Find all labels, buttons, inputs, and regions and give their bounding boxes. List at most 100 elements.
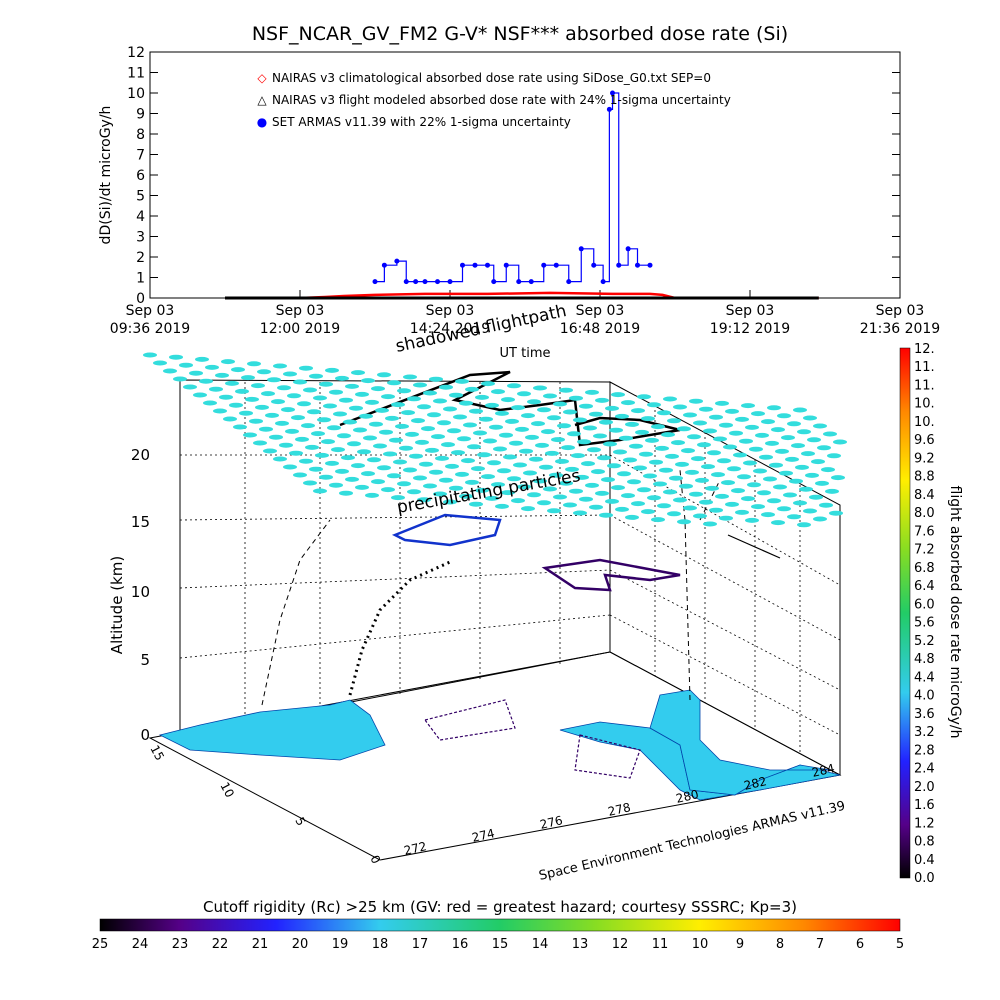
particle-marker: [585, 389, 599, 395]
armas-point: [460, 262, 465, 268]
particle-marker: [327, 425, 341, 431]
particle-marker: [459, 493, 473, 499]
right-colorbar-ticks: 0.0 0.4 0.8 1.2 1.6 2.0 2.4 2.8 3.2 3.6 4.0 4.4 4.8 5…: [914, 342, 935, 886]
particle-marker: [255, 404, 269, 410]
y-tick-label: 2: [136, 250, 145, 266]
particle-marker: [539, 464, 553, 470]
y-axis-label: dD(Si)/dt microGy/h: [98, 106, 114, 245]
particle-marker: [601, 477, 615, 483]
particle-marker: [817, 445, 831, 451]
particle-marker: [423, 390, 437, 396]
particle-marker: [727, 466, 741, 472]
particle-marker: [229, 402, 243, 408]
particle-marker: [471, 466, 485, 472]
y-tick-label: 10: [127, 86, 145, 102]
particle-marker: [267, 377, 281, 383]
particle-marker: [481, 474, 495, 480]
particle-marker: [589, 411, 603, 417]
right-colorbar-tick-label: 3.2: [914, 725, 935, 740]
particle-marker: [777, 413, 791, 419]
particle-marker: [359, 413, 373, 419]
particle-marker: [351, 463, 365, 469]
legend-entry: SET ARMAS v11.39 with 22% 1-sigma uncert…: [272, 115, 571, 129]
particle-marker: [585, 482, 599, 488]
right-colorbar-tick-label: 8.4: [914, 488, 935, 503]
particle-marker: [279, 442, 293, 448]
armas-point: [553, 262, 559, 268]
particle-marker: [469, 501, 483, 507]
legend-marker: △: [257, 93, 267, 107]
armas-credit: Space Environment Technologies ARMAS v11…: [538, 799, 847, 884]
particle-marker: [351, 370, 365, 376]
particle-marker: [329, 482, 343, 488]
particle-marker: [205, 364, 219, 370]
particle-marker: [807, 437, 821, 443]
particle-marker: [533, 478, 547, 484]
particle-marker: [449, 392, 463, 398]
particle-marker: [595, 397, 609, 403]
particle-marker: [707, 450, 721, 456]
flightpath-mid: [391, 513, 502, 547]
latitude-tick-label: 15: [147, 743, 167, 763]
particle-marker: [767, 498, 781, 504]
particle-marker: [625, 421, 639, 427]
x-tick-date: Sep 03: [126, 303, 175, 319]
right-colorbar-tick-label: 2.4: [914, 762, 935, 777]
particle-marker: [273, 363, 287, 369]
particle-marker: [219, 394, 233, 400]
right-colorbar: [899, 347, 911, 879]
3d-scene: shadowed flightpath precipitating partic…: [108, 301, 847, 884]
particle-marker: [387, 473, 401, 479]
particle-marker: [669, 475, 683, 481]
particle-marker: [303, 480, 317, 486]
particle-marker: [169, 354, 183, 360]
right-colorbar-tick-label: 6.4: [914, 579, 935, 594]
particle-marker: [701, 464, 715, 470]
right-colorbar-tick-label: 5.2: [914, 634, 935, 649]
particle-marker: [679, 483, 693, 489]
particle-marker: [635, 429, 649, 435]
particle-marker: [209, 386, 223, 392]
particle-marker: [231, 367, 245, 373]
particle-marker: [475, 487, 489, 493]
particle-marker: [749, 446, 763, 452]
particle-marker: [625, 514, 639, 520]
particle-marker: [199, 378, 213, 384]
particle-marker: [755, 432, 769, 438]
particle-marker: [401, 410, 415, 416]
particle-marker: [329, 389, 343, 395]
particle-marker: [597, 455, 611, 461]
particle-marker: [391, 402, 405, 408]
particle-marker: [243, 432, 257, 438]
altitude-tick-label: 20: [131, 446, 150, 464]
particle-marker: [565, 466, 579, 472]
bottom-colorbar-tick-label: 7: [816, 937, 824, 952]
particle-marker: [545, 450, 559, 456]
armas-point: [413, 279, 419, 285]
particle-marker: [537, 407, 551, 413]
particle-marker: [723, 444, 737, 450]
particle-marker: [323, 403, 337, 409]
particle-marker: [801, 451, 815, 457]
particle-marker: [647, 495, 661, 501]
particle-marker: [259, 426, 273, 432]
x-tick-time: 19:12 2019: [710, 321, 790, 337]
particle-marker: [793, 407, 807, 413]
particle-marker: [555, 458, 569, 464]
particle-marker: [559, 387, 573, 393]
altitude-tick-label: 5: [140, 651, 150, 669]
right-colorbar-tick-label: 0.4: [914, 853, 935, 868]
particle-marker: [705, 485, 719, 491]
longitude-ticks: 272 274 276 278 280 282 284: [403, 761, 836, 858]
particle-marker: [591, 469, 605, 475]
particle-marker: [273, 456, 287, 462]
particle-marker: [445, 463, 459, 469]
x-tick-date: Sep 03: [276, 303, 325, 319]
particle-marker: [553, 401, 567, 407]
particle-marker: [805, 472, 819, 478]
plot-frame: [149, 51, 901, 299]
particle-marker: [731, 488, 745, 494]
particle-marker: [657, 503, 671, 509]
particle-marker: [233, 424, 247, 430]
